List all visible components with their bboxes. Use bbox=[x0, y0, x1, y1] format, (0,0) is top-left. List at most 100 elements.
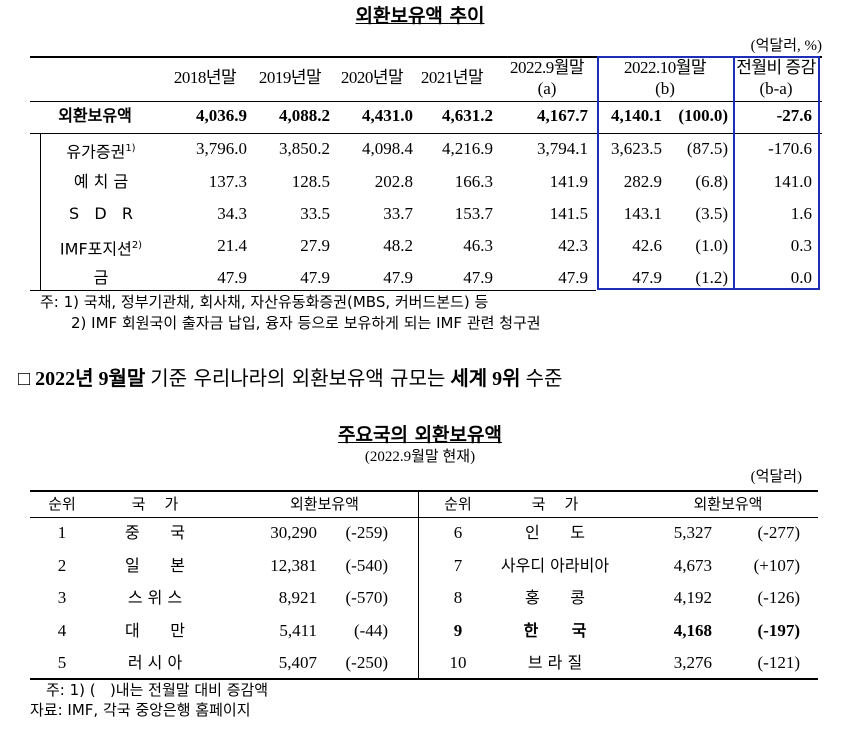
cell-value: 4,140.1 bbox=[611, 106, 662, 125]
column-header: 2021년말 bbox=[420, 68, 484, 87]
cell-value: 4,216.9 bbox=[442, 139, 493, 158]
country: 사우디 아라비아 bbox=[500, 555, 610, 575]
headline-segment: 세계 9위 bbox=[450, 368, 521, 390]
cell-value: 3,850.2 bbox=[279, 139, 330, 158]
cell-value: (1.2) bbox=[695, 268, 728, 287]
cell-value: 47.9 bbox=[300, 268, 330, 287]
headline-segment: 수준 bbox=[525, 366, 563, 390]
headline-segment: 2022년 9월말 bbox=[35, 368, 146, 390]
cell-value: 47.9 bbox=[632, 268, 662, 287]
row-label: 외환보유액 bbox=[58, 106, 132, 125]
cell-value: 27.9 bbox=[300, 236, 330, 255]
cell-value: 48.2 bbox=[383, 236, 413, 255]
rank: 7 bbox=[453, 555, 463, 575]
cell-value: 34.3 bbox=[217, 204, 247, 223]
column-header: 국 가 bbox=[531, 495, 579, 513]
monthly-change: (-250) bbox=[345, 653, 388, 672]
cell-value: 47.9 bbox=[217, 268, 247, 287]
rank: 8 bbox=[453, 588, 463, 607]
reserve-amount: 5,411 bbox=[279, 620, 317, 640]
rule bbox=[733, 56, 735, 290]
cell-value: 3,794.1 bbox=[537, 139, 588, 158]
cell-value: (100.0) bbox=[678, 106, 728, 125]
row-label: 예 치 금 bbox=[73, 172, 129, 191]
monthly-change: (-259) bbox=[345, 523, 388, 542]
column-header: 순위 bbox=[48, 495, 76, 513]
cell-value: 4,431.0 bbox=[362, 106, 413, 125]
reserve-amount: 4,168 bbox=[673, 620, 712, 640]
footnote: 자료: IMF, 각국 중앙은행 홈페이지 bbox=[30, 701, 251, 719]
rank: 4 bbox=[57, 620, 67, 640]
column-header: 외환보유액 bbox=[289, 495, 359, 513]
rank: 10 bbox=[449, 653, 467, 672]
rank: 3 bbox=[57, 588, 67, 607]
reserve-amount: 3,276 bbox=[673, 653, 712, 672]
rule bbox=[418, 490, 419, 678]
monthly-change: (-277) bbox=[757, 523, 800, 542]
cell-value: 0.3 bbox=[790, 236, 812, 255]
table-title: 주요국의 외환보유액 bbox=[338, 424, 502, 446]
cell-value: 33.7 bbox=[383, 204, 413, 223]
country: 인 도 bbox=[525, 523, 585, 542]
cell-value: 137.3 bbox=[208, 172, 247, 191]
cell-value: 4,631.2 bbox=[442, 106, 493, 125]
country: 중 국 bbox=[125, 523, 185, 542]
rank: 5 bbox=[57, 653, 67, 672]
column-header: 국 가 bbox=[131, 495, 179, 513]
footnote-mark: 1) bbox=[125, 143, 136, 154]
cell-value: 47.9 bbox=[558, 268, 588, 287]
cell-value: 0.0 bbox=[790, 268, 812, 287]
row-label-text: IMF포지션 bbox=[59, 239, 132, 259]
country: 홍 콩 bbox=[525, 588, 585, 607]
unit-label: (억달러) bbox=[750, 469, 802, 485]
cell-value: 202.8 bbox=[374, 172, 413, 191]
country: 러 시 아 bbox=[127, 653, 183, 672]
rule bbox=[30, 678, 818, 680]
reserve-amount: 30,290 bbox=[270, 523, 317, 542]
country: 대 만 bbox=[125, 620, 185, 640]
reserve-amount: 4,192 bbox=[673, 588, 712, 607]
cell-value: 141.0 bbox=[773, 172, 812, 191]
cell-value: 42.6 bbox=[632, 236, 662, 255]
rule bbox=[30, 56, 822, 58]
column-header: 외환보유액 bbox=[693, 495, 763, 513]
monthly-change: (-44) bbox=[354, 620, 388, 640]
column-subheader: (b) bbox=[655, 79, 675, 98]
cell-value: 143.1 bbox=[623, 204, 662, 223]
country: 일 본 bbox=[125, 555, 185, 575]
monthly-change: (-570) bbox=[345, 588, 388, 607]
cell-value: 47.9 bbox=[383, 268, 413, 287]
column-header: 2022.9월말 bbox=[509, 58, 585, 77]
cell-value: 21.4 bbox=[217, 236, 247, 255]
column-subheader: (a) bbox=[537, 79, 557, 98]
row-label: 금 bbox=[93, 268, 109, 287]
monthly-change: (-126) bbox=[757, 588, 800, 607]
cell-value: 166.3 bbox=[454, 172, 493, 191]
row-label-text: 유가증권 bbox=[66, 142, 126, 162]
footnote: 2) IMF 회원국이 출자금 납입, 융자 등으로 보유하게 되는 IMF 관… bbox=[71, 314, 541, 332]
footnote: 주: 1) 국채, 정부기관채, 회사채, 자산유동화증권(MBS, 커버드본드… bbox=[40, 293, 489, 311]
cell-value: (6.8) bbox=[695, 172, 728, 191]
column-header: 전월비 증감 bbox=[736, 58, 816, 77]
column-header: 순위 bbox=[444, 495, 472, 513]
rank: 1 bbox=[57, 523, 67, 542]
cell-value: 141.9 bbox=[549, 172, 588, 191]
rule bbox=[40, 133, 41, 290]
column-header: 2022.10월말 bbox=[623, 58, 707, 77]
country: 스 위 스 bbox=[127, 588, 183, 607]
cell-value: -27.6 bbox=[776, 106, 812, 125]
footnote: 주: 1) ( )내는 전월말 대비 증감액 bbox=[46, 681, 269, 699]
cell-value: 141.5 bbox=[549, 204, 588, 223]
rule bbox=[30, 290, 596, 291]
cell-value: 4,088.2 bbox=[279, 106, 330, 125]
unit-label: (억달러, %) bbox=[750, 38, 822, 54]
monthly-change: (+107) bbox=[753, 555, 800, 575]
cell-value: 3,623.5 bbox=[611, 139, 662, 158]
cell-value: 1.6 bbox=[790, 204, 812, 223]
rule bbox=[30, 101, 822, 102]
column-header: 2020년말 bbox=[340, 68, 404, 87]
monthly-change: (-540) bbox=[345, 555, 388, 575]
row-label: IMF포지션2) bbox=[0, 236, 251, 259]
headline-segment: 기준 우리나라의 외환보유액 규모는 bbox=[150, 366, 446, 390]
row-label: 유가증권1) bbox=[0, 139, 251, 162]
